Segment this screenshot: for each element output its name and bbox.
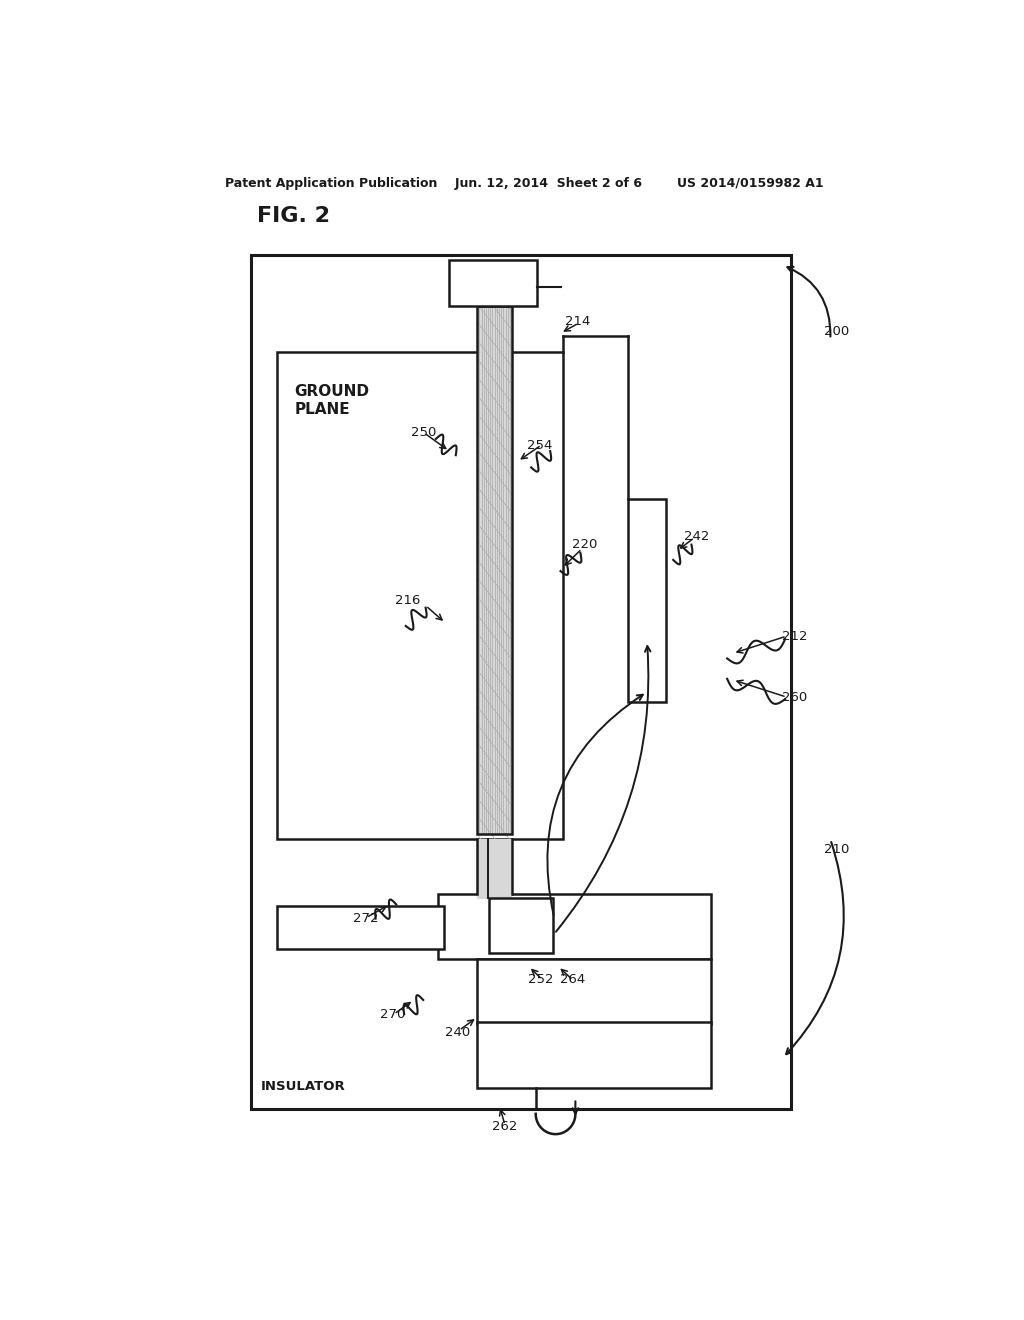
Text: FIG. 2: FIG. 2 [257,206,330,226]
Bar [477,1022,712,1089]
Text: 240: 240 [444,1026,470,1039]
Bar [477,960,712,1024]
Text: 216: 216 [394,594,420,607]
Text: 260: 260 [782,690,807,704]
Text: 242: 242 [684,531,709,543]
Text: 252: 252 [528,973,553,986]
Bar [278,351,563,840]
Text: 250: 250 [412,426,436,440]
Text: 264: 264 [560,973,585,986]
Bar [477,306,512,834]
Text: 262: 262 [493,1119,518,1133]
Text: MODEM: MODEM [466,276,520,289]
Text: 272: 272 [353,912,379,925]
Bar [437,894,712,960]
Bar [278,907,443,949]
Bar [628,499,666,702]
Text: INSULATOR: INSULATOR [260,1080,345,1093]
Text: SPDT: SPDT [504,919,539,932]
Text: GROUND
PLANE: GROUND PLANE [295,384,370,417]
Text: 220: 220 [572,539,598,552]
Text: 254: 254 [527,438,553,451]
Bar [251,255,791,1109]
Text: 214: 214 [565,314,591,327]
Bar [489,899,553,953]
Bar [450,260,537,306]
Text: 200: 200 [824,325,849,338]
Text: 270: 270 [380,1007,406,1020]
Bar [477,306,512,834]
Text: 210: 210 [824,843,849,857]
Text: 212: 212 [782,630,807,643]
Bar [477,840,512,899]
Text: Patent Application Publication    Jun. 12, 2014  Sheet 2 of 6        US 2014/015: Patent Application Publication Jun. 12, … [225,177,824,190]
